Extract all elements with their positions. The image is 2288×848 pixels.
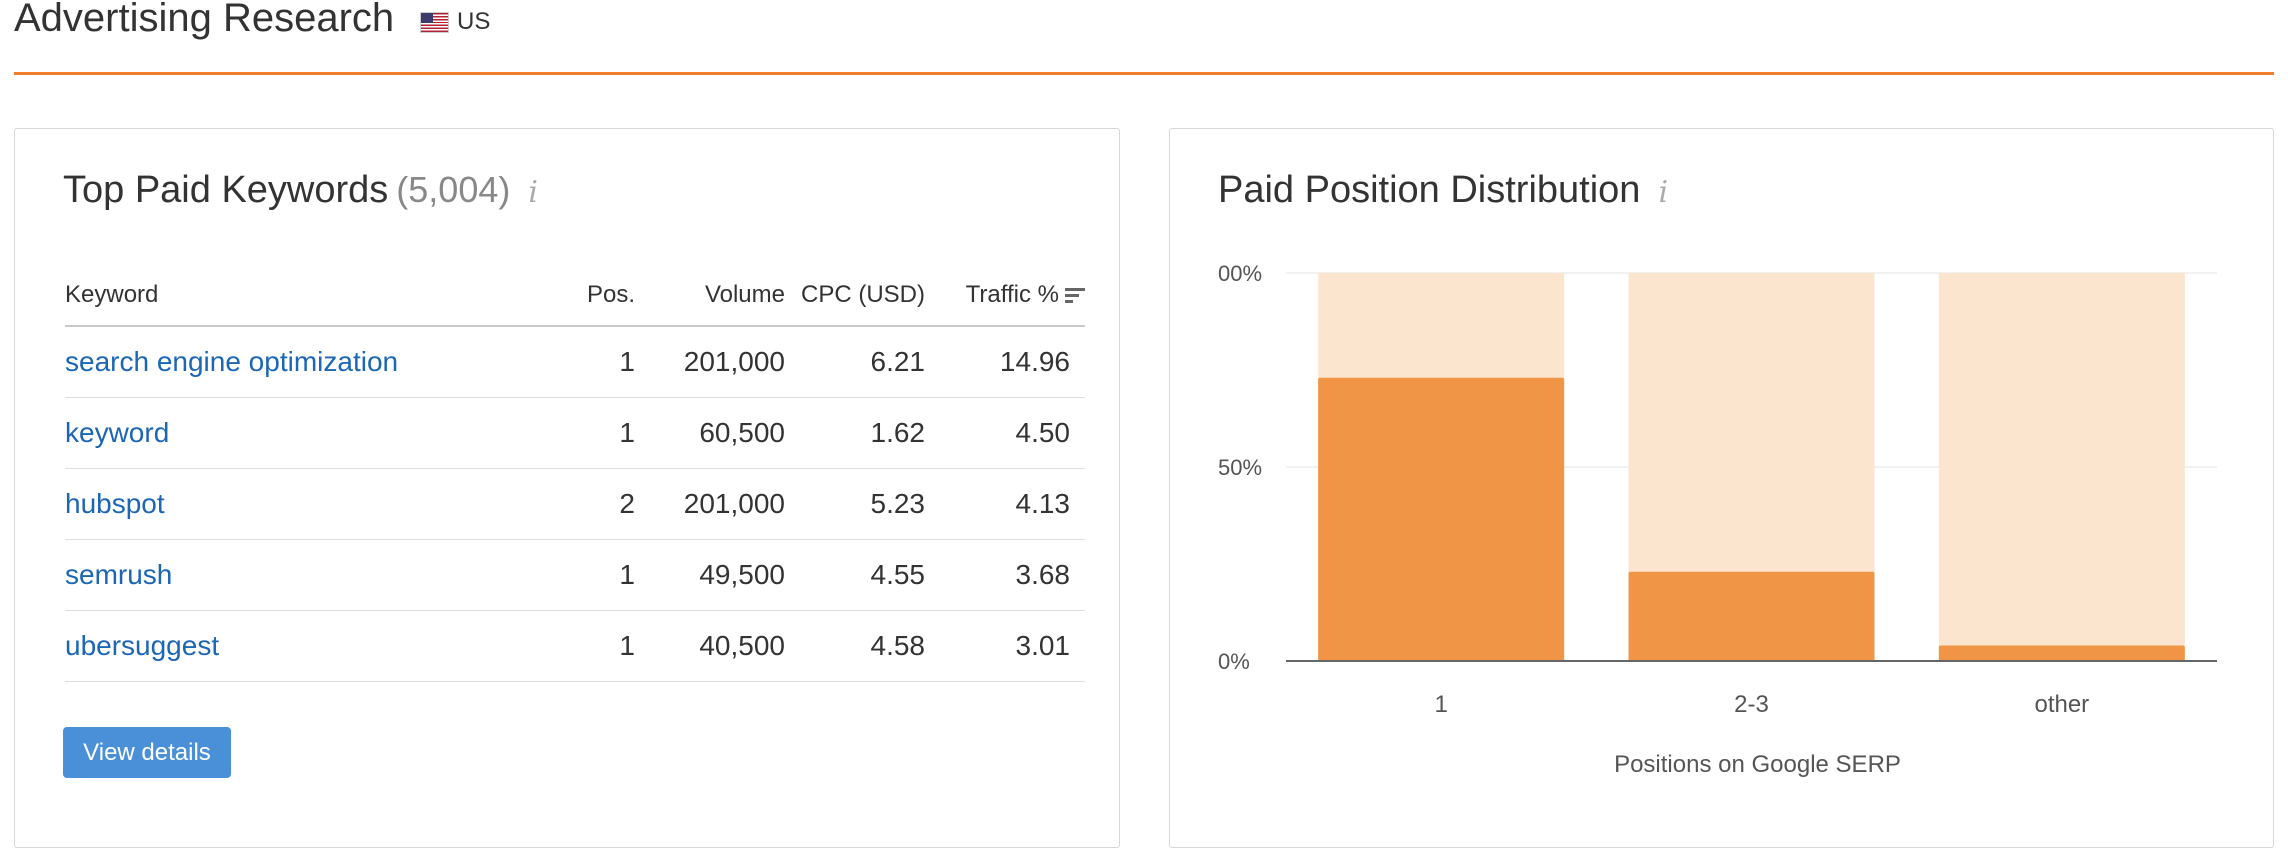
volume-cell: 60,500: [635, 397, 785, 469]
info-icon[interactable]: i: [528, 175, 538, 210]
column-header-pos[interactable]: Pos.: [535, 265, 635, 327]
title-divider: [14, 72, 2274, 75]
table-row: ubersuggest 1 40,500 4.58 3.01: [65, 610, 1085, 682]
x-axis-title: Positions on Google SERP: [1614, 751, 1901, 778]
cpc-cell: 4.58: [785, 610, 925, 682]
y-tick-label: 50%: [1218, 455, 1262, 480]
y-tick-label: 0%: [1218, 649, 1250, 674]
table-row: hubspot 2 201,000 5.23 4.13: [65, 468, 1085, 540]
cpc-cell: 5.23: [785, 468, 925, 540]
keyword-link[interactable]: semrush: [65, 539, 535, 611]
country-selector[interactable]: US: [420, 8, 490, 36]
position-cell: 2: [535, 468, 635, 540]
y-tick-label: 00%: [1218, 261, 1262, 286]
card-title: Top Paid Keywords: [63, 169, 389, 211]
cpc-cell: 4.55: [785, 539, 925, 611]
position-distribution-chart: 00% 50% 0% 1 2-3 other Positions on Google SER…: [1218, 261, 2217, 778]
us-flag-icon: [420, 11, 449, 33]
volume-cell: 40,500: [635, 610, 785, 682]
paid-position-distribution-card: Paid Position Distribution i 00% 50% 0% 1 2-…: [1169, 128, 2274, 848]
cpc-cell: 6.21: [785, 326, 925, 398]
traffic-header-label: Traffic %: [965, 281, 1059, 308]
column-header-keyword[interactable]: Keyword: [65, 265, 535, 327]
position-cell: 1: [535, 539, 635, 611]
position-cell: 1: [535, 610, 635, 682]
view-details-button[interactable]: View details: [63, 727, 231, 778]
traffic-cell: 3.01: [925, 610, 1085, 682]
info-icon[interactable]: i: [1658, 175, 1669, 210]
x-tick-label: 1: [1434, 691, 1447, 718]
top-paid-keywords-card: Top Paid Keywords (5,004) i Keyword Pos.…: [14, 128, 1120, 848]
table-row: search engine optimization 1 201,000 6.21 14…: [65, 326, 1085, 398]
keyword-link[interactable]: ubersuggest: [65, 610, 535, 682]
column-header-volume[interactable]: Volume: [635, 265, 785, 327]
traffic-cell: 4.13: [925, 468, 1085, 540]
bar-other: [1938, 645, 2185, 661]
card-header: Paid Position Distribution i: [1218, 169, 1668, 212]
bar-1: [1318, 377, 1565, 661]
sort-descending-icon[interactable]: [1065, 287, 1085, 304]
x-tick-label: 2-3: [1734, 691, 1769, 718]
keywords-count: (5,004): [396, 169, 511, 210]
bar-2-3: [1628, 571, 1875, 661]
traffic-cell: 14.96: [925, 326, 1085, 398]
table-row: semrush 1 49,500 4.55 3.68: [65, 539, 1085, 611]
keyword-link[interactable]: keyword: [65, 397, 535, 469]
table-row: keyword 1 60,500 1.62 4.50: [65, 397, 1085, 469]
volume-cell: 49,500: [635, 539, 785, 611]
keyword-link[interactable]: search engine optimization: [65, 326, 535, 398]
column-header-cpc[interactable]: CPC (USD): [785, 265, 925, 327]
volume-cell: 201,000: [635, 326, 785, 398]
country-code: US: [457, 8, 491, 35]
page-title: Advertising Research: [14, 0, 395, 40]
cpc-cell: 1.62: [785, 397, 925, 469]
keywords-table: Keyword Pos. Volume CPC (USD) Traffic % …: [65, 265, 1085, 682]
table-header-row: Keyword Pos. Volume CPC (USD) Traffic %: [65, 265, 1085, 327]
keyword-link[interactable]: hubspot: [65, 468, 535, 540]
volume-cell: 201,000: [635, 468, 785, 540]
position-cell: 1: [535, 326, 635, 398]
card-title: Paid Position Distribution: [1218, 169, 1641, 211]
x-tick-label: other: [2034, 691, 2089, 718]
position-cell: 1: [535, 397, 635, 469]
column-header-traffic[interactable]: Traffic %: [925, 265, 1085, 327]
bar-background: [1938, 273, 2185, 661]
traffic-cell: 3.68: [925, 539, 1085, 611]
traffic-cell: 4.50: [925, 397, 1085, 469]
card-header: Top Paid Keywords (5,004) i: [63, 169, 538, 212]
